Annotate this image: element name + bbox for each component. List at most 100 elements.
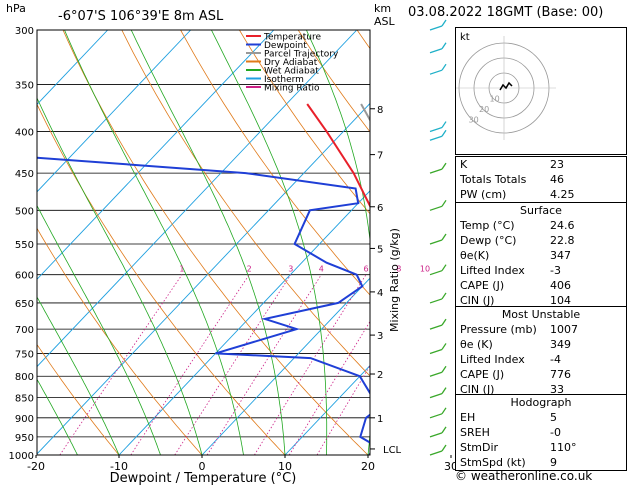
legend-label: Isotherm xyxy=(264,75,304,85)
plot-frame xyxy=(36,29,371,456)
dry-adiabat-line xyxy=(62,30,369,455)
wind-barb-flag xyxy=(441,42,447,50)
wet-adiabat-line xyxy=(64,30,244,455)
isotherm-line xyxy=(37,30,275,280)
mixing-ratio-line xyxy=(254,274,367,455)
hodo-value: 9 xyxy=(550,456,557,469)
mixing-ratio-label: 4 xyxy=(319,265,324,274)
index-label: K xyxy=(460,158,468,171)
index-value: 23 xyxy=(550,158,564,171)
legend-label: Parcel Trajectory xyxy=(264,50,339,60)
pressure-tick-label: 350 xyxy=(15,80,34,91)
surface-title: Surface xyxy=(520,204,562,217)
height-tick-label: 7 xyxy=(377,151,383,162)
dry-adiabat-line xyxy=(37,103,286,455)
legend-label: Temperature xyxy=(263,33,321,43)
hodo-row: EH 5 xyxy=(456,410,626,425)
wind-barb-flag xyxy=(441,444,447,452)
hodo-row: SREH -0 xyxy=(456,425,626,440)
height-tick-label: 4 xyxy=(377,288,383,299)
mu-value: -4 xyxy=(550,353,561,366)
surface-label: Dewp (°C) xyxy=(460,234,517,247)
wind-barb xyxy=(429,371,443,377)
height-tick-label: 3 xyxy=(377,331,383,342)
most-unstable-title: Most Unstable xyxy=(501,308,581,321)
mixing-ratio-line xyxy=(316,364,370,455)
wind-barb xyxy=(429,450,443,456)
mu-value: 33 xyxy=(550,383,564,396)
wind-barb xyxy=(429,168,443,174)
surface-row: Temp (°C) 24.6 xyxy=(456,218,626,233)
mu-row: Pressure (mb) 1007 xyxy=(456,322,626,337)
dry-adiabat-line xyxy=(37,343,120,455)
dry-adiabat-line xyxy=(121,30,370,377)
wind-barb xyxy=(429,270,443,276)
hodo-label: StmDir xyxy=(460,441,499,454)
pressure-tick-label: 650 xyxy=(15,299,34,310)
wet-adiabat-line xyxy=(211,30,328,455)
isotherm-line xyxy=(284,364,370,455)
surface-panel: Surface Temp (°C) 24.6 Dewp (°C) 22.8 θe(K) 3… xyxy=(455,202,627,309)
height-unit-asl: ASL xyxy=(374,15,396,28)
index-row: Totals Totals 46 xyxy=(456,172,626,187)
surface-label: CIN (J) xyxy=(460,294,495,307)
wind-barb xyxy=(429,432,443,438)
mixing-ratio-label: 6 xyxy=(363,265,368,274)
wind-barb-flag xyxy=(441,318,447,326)
pressure-tick-label: 500 xyxy=(15,206,34,217)
pressure-tick-label: 550 xyxy=(15,240,34,251)
mixing-ratio-line xyxy=(59,274,183,455)
dry-adiabat-line xyxy=(239,30,370,215)
hodo-value: 110° xyxy=(550,441,577,454)
wind-barb-flag xyxy=(441,121,447,128)
mixing-ratio-label: 8 xyxy=(396,265,401,274)
hodo-label: StmSpd (kt) xyxy=(460,456,526,469)
wind-barb xyxy=(429,135,443,141)
pressure-tick-label: 700 xyxy=(15,325,34,336)
hodograph-ring-label: 10 xyxy=(490,95,500,104)
wind-barb xyxy=(429,393,443,399)
x-tick-label: 30 xyxy=(444,460,458,473)
mu-label: Pressure (mb) xyxy=(460,323,537,336)
wind-barb-flag xyxy=(441,343,447,350)
hodograph-ring-label: 20 xyxy=(479,105,489,114)
chart-axes: 1234681015202530035040045050055060065070… xyxy=(9,26,544,473)
x-tick-label: -20 xyxy=(27,460,45,473)
surface-value: 104 xyxy=(550,294,571,307)
mu-label: CIN (J) xyxy=(460,383,495,396)
hodograph-kt-label: kt xyxy=(460,32,470,43)
wind-barb-flag xyxy=(441,199,447,207)
temperature-line xyxy=(306,103,370,209)
height-tick-label: 8 xyxy=(377,105,383,116)
index-value: 46 xyxy=(550,173,564,186)
pressure-tick-label: 750 xyxy=(15,349,34,360)
legend-label: Dewpoint xyxy=(264,41,307,51)
wet-adiabat-line xyxy=(37,378,78,455)
hodo-value: -0 xyxy=(550,426,561,439)
mu-row: Lifted Index -4 xyxy=(456,352,626,367)
indices-panel: K 23 Totals Totals 46 PW (cm) 4.25 xyxy=(455,156,627,203)
wind-barb-flag xyxy=(441,63,447,71)
surface-label: CAPE (J) xyxy=(460,279,505,292)
mu-row: CIN (J) 33 xyxy=(456,382,626,397)
legend-label: Dry Adiabat xyxy=(264,58,318,68)
mixing-ratio-label: 2 xyxy=(247,265,252,274)
wind-barb xyxy=(429,239,443,245)
sounding-curves xyxy=(37,103,370,444)
mu-row: θe (K) 349 xyxy=(456,337,626,352)
index-label: PW (cm) xyxy=(460,188,507,201)
wind-barb-flag xyxy=(441,19,447,27)
pressure-tick-label: 850 xyxy=(15,394,34,405)
wind-barb-flag xyxy=(441,264,447,272)
mu-value: 1007 xyxy=(550,323,578,336)
wind-barb xyxy=(429,348,443,355)
wind-barb-flag xyxy=(441,387,447,394)
height-tick-label: 5 xyxy=(377,244,383,255)
surface-label: Lifted Index xyxy=(460,264,525,277)
surface-label: Temp (°C) xyxy=(460,219,515,232)
index-label: Totals Totals xyxy=(460,173,527,186)
dry-adiabat-line xyxy=(37,227,203,455)
wind-barb xyxy=(429,413,443,419)
